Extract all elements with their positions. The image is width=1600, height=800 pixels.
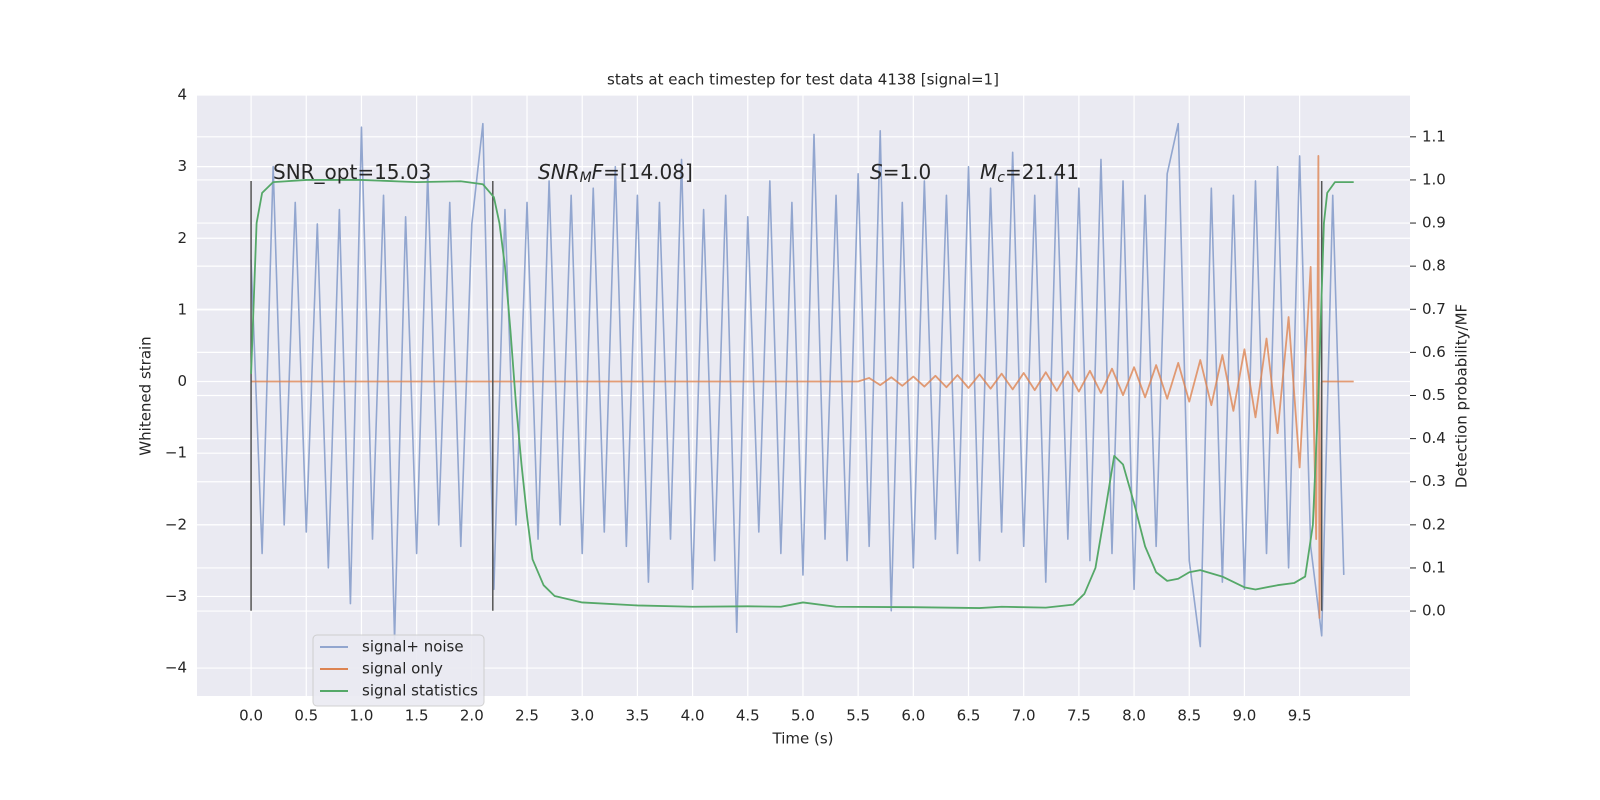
- y-tick-label: −3: [165, 587, 187, 605]
- x-tick-label: 0.5: [294, 707, 318, 725]
- y2-tick-label: 0.7: [1422, 300, 1446, 318]
- x-tick-label: 3.0: [570, 707, 594, 725]
- y2-axis-label: Detection probability/MF: [1453, 304, 1471, 488]
- y-tick-label: 3: [177, 157, 187, 175]
- y-tick-label: 2: [177, 229, 187, 247]
- legend-label: signal only: [362, 660, 443, 678]
- series-line: [250, 179, 1354, 609]
- legend-label: signal statistics: [362, 682, 478, 700]
- annotation-part: SNR_opt=15.03: [273, 160, 431, 184]
- y2-tick-label: 0.5: [1422, 386, 1446, 404]
- x-tick-label: 3.5: [625, 707, 649, 725]
- x-tick-label: 6.0: [901, 707, 925, 725]
- x-tick-label: 9.5: [1288, 707, 1312, 725]
- x-tick-label: 1.5: [405, 707, 429, 725]
- legend: signal+ noise signal only signal statistic…: [312, 634, 485, 707]
- annotation-part: =1.0: [883, 160, 932, 184]
- y2-tick-label: 0.6: [1422, 343, 1446, 361]
- y2-tick-label: 0.3: [1422, 472, 1446, 490]
- annotation-part: M: [980, 160, 997, 184]
- y2-tick-label: 1.1: [1422, 127, 1446, 145]
- annotation-part: M: [580, 170, 592, 186]
- x-tick-label: 5.0: [791, 707, 815, 725]
- x-tick-label: 4.5: [736, 707, 760, 725]
- x-tick-label: 4.0: [681, 707, 705, 725]
- y-tick-label: −2: [165, 515, 187, 533]
- series-line: [250, 122, 1345, 648]
- annotation: SNRMF=[14.08]: [538, 160, 693, 187]
- y-tick-label: 4: [177, 86, 187, 104]
- annotation-part: c: [997, 170, 1005, 186]
- annotation-part: SNR: [538, 160, 580, 184]
- legend-label: signal+ noise: [362, 638, 464, 656]
- legend-box: [312, 634, 485, 707]
- annotation: Mc=21.41: [980, 160, 1079, 187]
- y2-tick-label: 1.0: [1422, 170, 1446, 188]
- x-tick-label: 6.5: [957, 707, 981, 725]
- chart-title: stats at each timestep for test data 413…: [607, 71, 999, 89]
- x-tick-label: 8.0: [1122, 707, 1146, 725]
- annotation: SNR_opt=15.03: [273, 160, 431, 184]
- annotation-part: F: [592, 160, 604, 184]
- y2-tick-label: 0.1: [1422, 558, 1446, 576]
- x-tick-label: 0.0: [239, 707, 263, 725]
- x-tick-label: 8.5: [1177, 707, 1201, 725]
- x-tick-label: 7.5: [1067, 707, 1091, 725]
- y-tick-label: 1: [177, 300, 187, 318]
- annotation-part: =[14.08]: [603, 160, 693, 184]
- y2-tick-label: 0.2: [1422, 515, 1446, 533]
- x-tick-label: 2.0: [460, 707, 484, 725]
- annotation-part: =21.41: [1005, 160, 1079, 184]
- annotation: S=1.0: [870, 160, 931, 184]
- y2-tick-label: 0.4: [1422, 429, 1446, 447]
- y2-tick-label: 0.9: [1422, 214, 1446, 232]
- y-tick-label: −1: [165, 444, 187, 462]
- y-axis-label: Whitened strain: [137, 336, 155, 455]
- y-tick-label: −4: [165, 659, 187, 677]
- y2-tick-label: 0.0: [1422, 602, 1446, 620]
- x-tick-label: 9.0: [1233, 707, 1257, 725]
- y2-tick-label: 0.8: [1422, 257, 1446, 275]
- x-tick-label: 7.0: [1012, 707, 1036, 725]
- x-tick-label: 2.5: [515, 707, 539, 725]
- y-tick-label: 0: [177, 372, 187, 390]
- x-tick-label: 1.0: [350, 707, 374, 725]
- annotation-part: S: [870, 160, 883, 184]
- x-tick-label: 5.5: [846, 707, 870, 725]
- x-axis-label: Time (s): [772, 730, 834, 748]
- series-line: [251, 154, 1354, 619]
